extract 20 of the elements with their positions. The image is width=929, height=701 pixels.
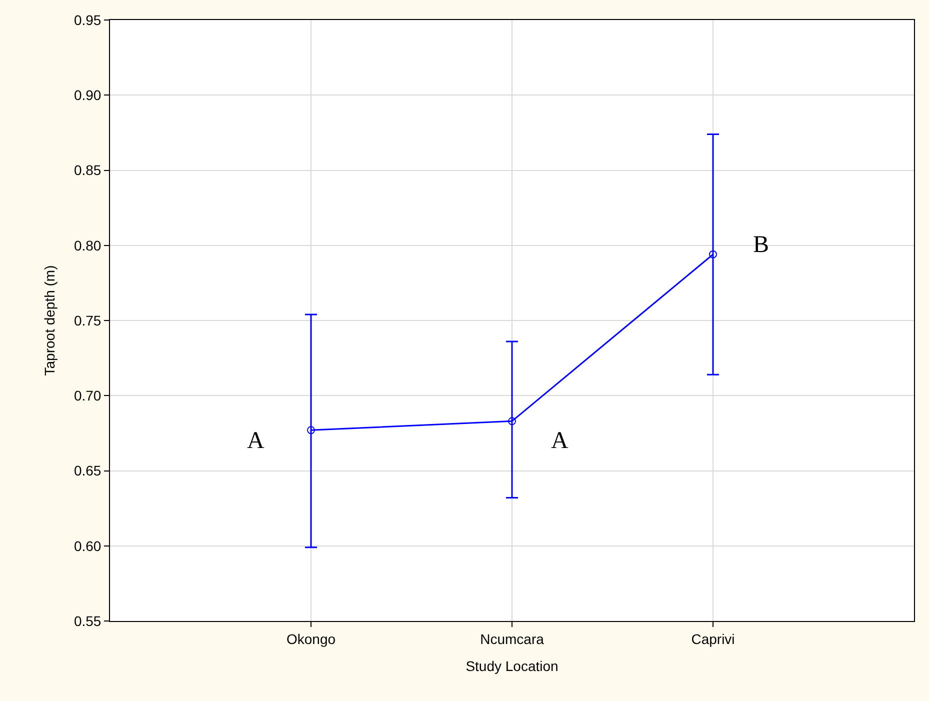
x-tick-label: Caprivi	[691, 630, 735, 647]
x-tick-label: Ncumcara	[480, 630, 544, 647]
x-axis-title: Study Location	[466, 658, 558, 674]
point	[508, 417, 516, 426]
y-tick-label: 0.85	[74, 162, 102, 178]
y-tick-label: 0.80	[74, 237, 102, 254]
annotation: B	[753, 232, 770, 258]
y-tick-label: 0.60	[74, 538, 102, 554]
y-axis-title: Taproot depth (m)	[42, 265, 58, 376]
y-tick-label: 0.55	[74, 612, 102, 629]
y-tick-label: 0.90	[74, 87, 102, 104]
y-tick-label: 0.70	[74, 388, 102, 404]
annotation: A	[551, 428, 569, 454]
x-tick-label: Okongo	[286, 630, 336, 647]
y-tick-label: 0.75	[74, 312, 102, 328]
point	[307, 426, 315, 434]
y-tick-label: 0.65	[74, 462, 102, 479]
point	[709, 250, 717, 258]
annotation: A	[247, 428, 265, 454]
y-tick-label: 0.95	[74, 12, 102, 28]
